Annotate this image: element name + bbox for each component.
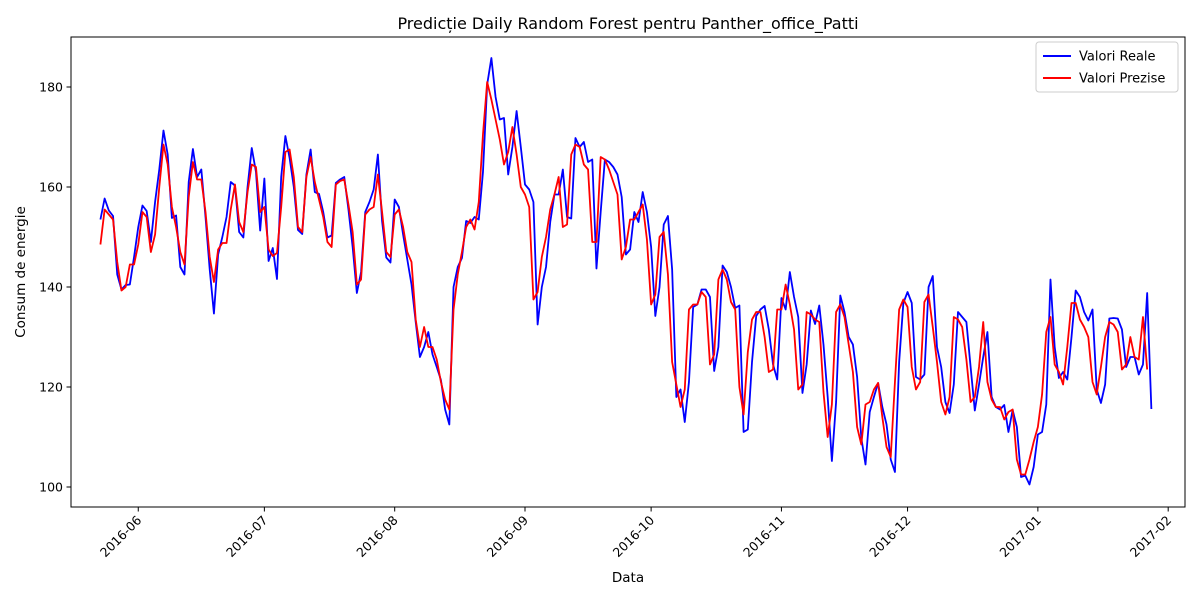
plot-area [70, 36, 1186, 508]
y-axis-title: Consum de energie [13, 206, 29, 338]
y-tick-label: 160 [39, 180, 63, 195]
chart-title: Predicție Daily Random Forest pentru Pan… [397, 14, 858, 34]
legend: Valori Reale Valori Prezise [1035, 41, 1179, 93]
plot-frame [70, 36, 1186, 508]
series-layer [99, 57, 1153, 486]
y-tick-label: 180 [39, 80, 63, 95]
legend-label-valori-reale: Valori Reale [1079, 50, 1156, 65]
legend-box [1035, 41, 1179, 93]
series-line-valori-reale [99, 57, 1153, 486]
x-axis-title: Data [612, 570, 644, 586]
y-tick-label: 100 [39, 480, 63, 495]
y-tick-label: 120 [39, 380, 63, 395]
legend-label-valori-prezise: Valori Prezise [1079, 72, 1165, 87]
y-tick-label: 140 [39, 280, 63, 295]
series-line-valori-prezise [99, 81, 1149, 476]
plot-background [71, 37, 1185, 507]
y-axis: 100 120 140 160 180 [39, 80, 71, 495]
